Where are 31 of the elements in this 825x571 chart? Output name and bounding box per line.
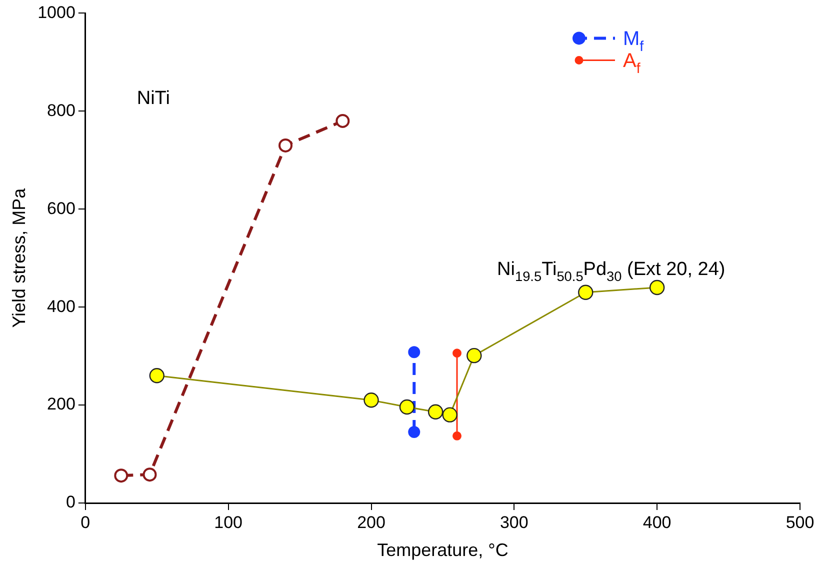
- point: [649, 280, 665, 296]
- point: [442, 407, 458, 422]
- annotation: NiTi: [136, 88, 170, 109]
- point: [399, 399, 415, 415]
- point: [142, 468, 157, 482]
- x-axis-title: Temperature, °C: [377, 540, 508, 560]
- point: [114, 468, 128, 483]
- y-tick-label: 600: [47, 198, 76, 218]
- point: [428, 404, 444, 420]
- point: [408, 346, 420, 358]
- point: [452, 431, 462, 440]
- x-tick-label: 400: [642, 512, 672, 532]
- y-tick-label: 800: [47, 100, 76, 120]
- point: [578, 284, 594, 300]
- x-tick-label: 200: [357, 512, 386, 532]
- x-tick-label: 500: [786, 512, 814, 532]
- point: [466, 348, 482, 364]
- y-tick-label: 200: [47, 394, 76, 414]
- x-tick-label: 100: [214, 512, 243, 532]
- y-tick-label: 1000: [38, 2, 76, 22]
- point: [149, 368, 164, 384]
- point: [336, 114, 350, 128]
- y-tick-label: 400: [47, 296, 76, 316]
- y-axis-title: Yield stress, MPa: [8, 187, 29, 328]
- point: [364, 392, 379, 408]
- x-tick-label: 0: [80, 512, 90, 532]
- point: [278, 138, 292, 152]
- point: [452, 348, 462, 358]
- x-tick-label: 300: [500, 512, 528, 532]
- point: [408, 426, 420, 438]
- y-tick-label: 0: [66, 492, 76, 512]
